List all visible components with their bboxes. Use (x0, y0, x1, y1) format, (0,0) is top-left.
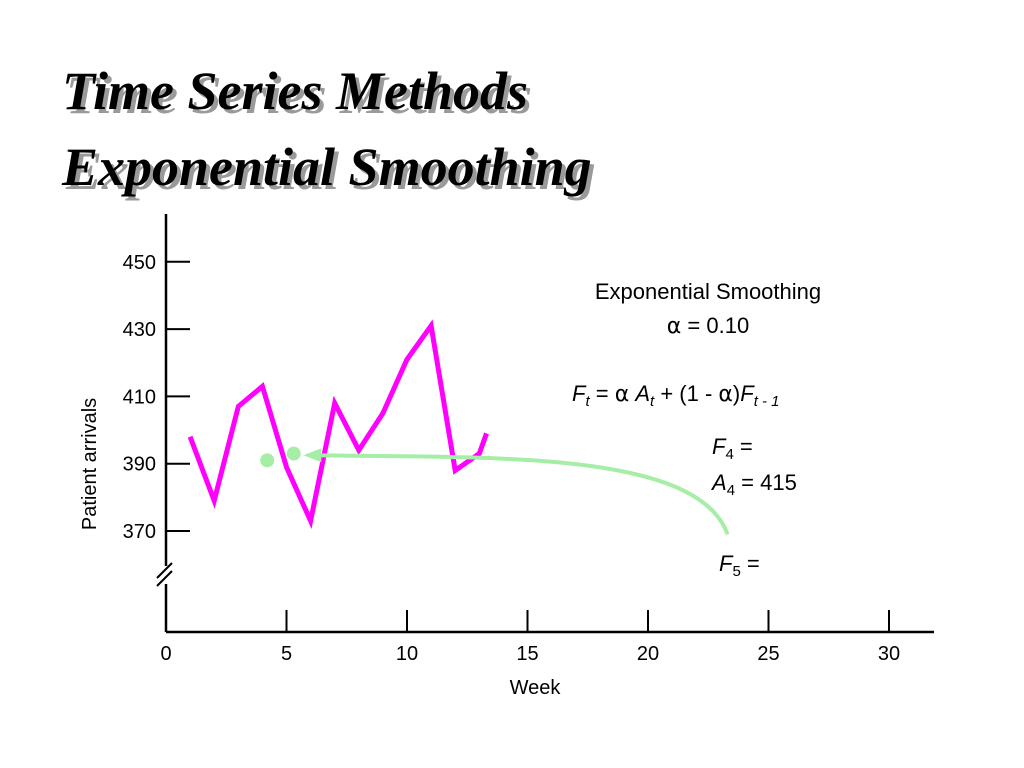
f4-var: F (712, 434, 727, 459)
alpha-symbol: α (667, 314, 682, 339)
slide-title-line-2: Exponential Smoothing (62, 137, 592, 197)
series-line-0 (187, 319, 489, 530)
annotation-f4: F4 = (712, 434, 753, 463)
formula-alpha: α (615, 382, 630, 407)
y-axis-break-mark-1 (156, 562, 173, 579)
formula-f2: F (740, 381, 755, 406)
y-tick-label-450: 450 (123, 252, 156, 274)
annotation-a4: A4 = 415 (710, 470, 797, 499)
x-tick-label-15: 15 (516, 643, 538, 665)
f5-var: F (719, 551, 734, 576)
formula-eq: = (590, 381, 615, 406)
y-axis-break-mark-2 (156, 570, 173, 587)
y-axis-label: Patient arrivals (79, 398, 101, 530)
annotation-arrow-curve (317, 453, 730, 536)
annotation-arrow-layer (303, 448, 730, 536)
y-tick-label-410: 410 (123, 386, 156, 408)
annotation-heading: Exponential Smoothing (595, 279, 821, 304)
formula-sub-t2: t (650, 393, 655, 410)
a4-var: A (710, 470, 727, 495)
alpha-value: = 0.10 (681, 313, 749, 338)
chart-ticks: 370 390 410 430 450 0 5 10 15 20 25 30 (123, 252, 901, 665)
annotation-alpha: α = 0.10 (667, 313, 749, 339)
formula-a: A (633, 381, 650, 406)
f5-sub: 5 (732, 563, 740, 580)
x-axis-label: Week (510, 677, 562, 699)
y-tick-label-370: 370 (123, 521, 156, 543)
x-tick-label-20: 20 (637, 643, 659, 665)
f4-sub: 4 (725, 446, 733, 463)
slide-title-line-1: Time Series Methods (62, 61, 528, 121)
chart-axes (156, 214, 934, 634)
forecast-point-1 (286, 446, 301, 461)
formula-sub-t: t (585, 393, 590, 410)
a4-eq: = 415 (735, 470, 797, 495)
x-tick-label-30: 30 (878, 643, 900, 665)
formula-plus: + (1 - (654, 381, 718, 406)
x-tick-label-5: 5 (281, 643, 292, 665)
y-tick-label-430: 430 (123, 319, 156, 341)
formula-alpha2: α (718, 382, 733, 407)
x-tick-label-25: 25 (757, 643, 779, 665)
series-layer (187, 319, 489, 530)
y-tick-label-390: 390 (123, 454, 156, 476)
formula-f: F (572, 381, 587, 406)
x-tick-label-10: 10 (396, 643, 418, 665)
forecast-point-0 (260, 453, 275, 468)
f4-eq: = (734, 434, 753, 459)
annotation-f5: F5 = (719, 551, 760, 580)
annotation-formula: Ft = α At + (1 - α)Ft - 1 (572, 381, 780, 410)
a4-sub: 4 (727, 482, 735, 499)
formula-sub-t-minus-1: t - 1 (754, 393, 780, 410)
annotation-arrow-head (303, 448, 322, 463)
f5-eq: = (741, 551, 760, 576)
x-tick-label-0: 0 (160, 643, 171, 665)
formula-close: ) (733, 381, 740, 406)
